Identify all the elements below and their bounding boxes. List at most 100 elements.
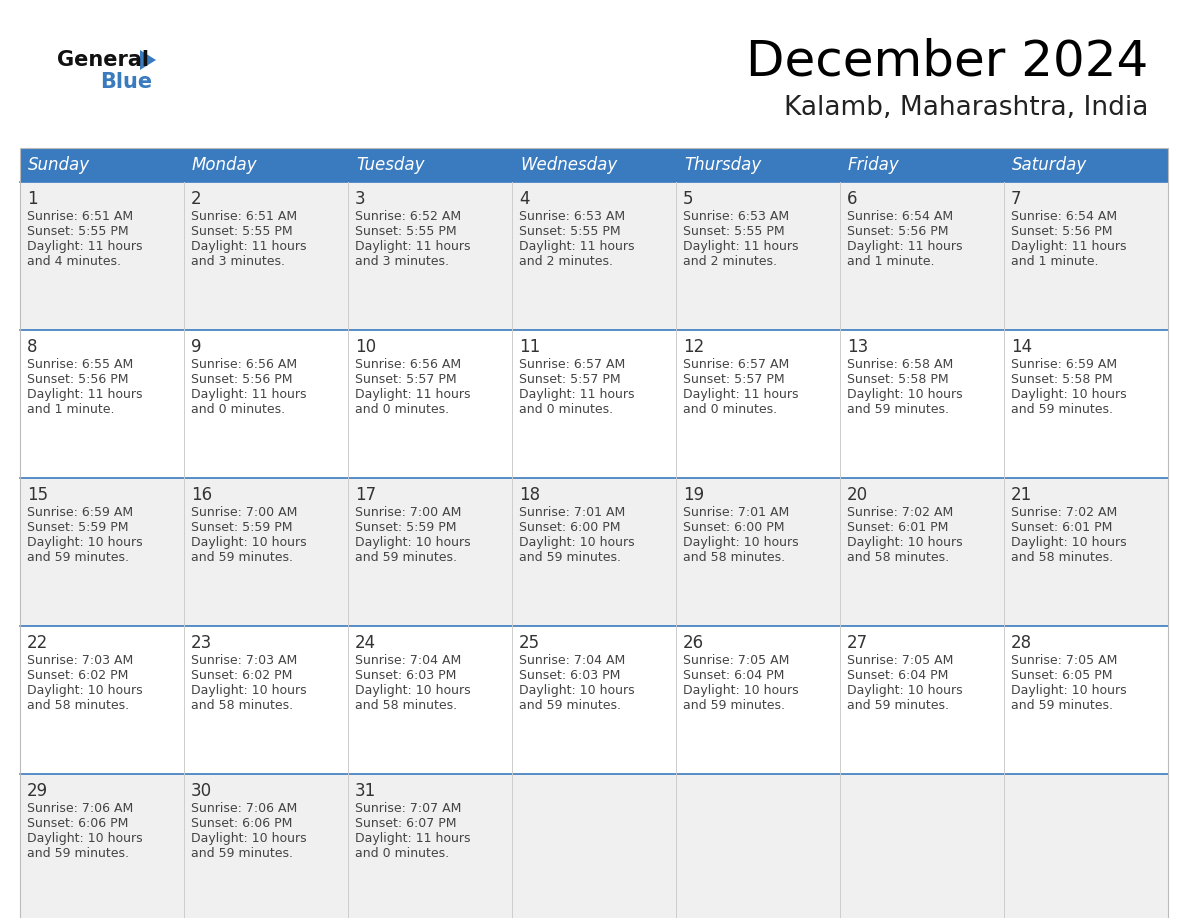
Text: Sunrise: 7:05 AM: Sunrise: 7:05 AM: [847, 654, 954, 667]
Text: Sunrise: 6:54 AM: Sunrise: 6:54 AM: [1011, 210, 1117, 223]
Text: Sunset: 5:55 PM: Sunset: 5:55 PM: [683, 225, 784, 238]
Polygon shape: [140, 50, 156, 70]
Text: Sunset: 6:00 PM: Sunset: 6:00 PM: [519, 521, 620, 534]
Text: Sunrise: 6:59 AM: Sunrise: 6:59 AM: [1011, 358, 1117, 371]
Text: Daylight: 10 hours: Daylight: 10 hours: [191, 832, 307, 845]
Text: Daylight: 11 hours: Daylight: 11 hours: [1011, 240, 1126, 253]
Text: Daylight: 11 hours: Daylight: 11 hours: [519, 240, 634, 253]
Text: and 58 minutes.: and 58 minutes.: [27, 699, 129, 712]
Text: and 59 minutes.: and 59 minutes.: [683, 699, 785, 712]
Bar: [20, 330, 1168, 478]
Text: Sunrise: 6:53 AM: Sunrise: 6:53 AM: [519, 210, 625, 223]
Text: and 59 minutes.: and 59 minutes.: [27, 847, 129, 860]
Text: 3: 3: [355, 190, 366, 208]
Text: Sunrise: 6:57 AM: Sunrise: 6:57 AM: [683, 358, 789, 371]
Text: Kalamb, Maharashtra, India: Kalamb, Maharashtra, India: [784, 95, 1148, 121]
Text: 25: 25: [519, 634, 541, 652]
Text: Sunrise: 6:55 AM: Sunrise: 6:55 AM: [27, 358, 133, 371]
Text: Sunrise: 6:56 AM: Sunrise: 6:56 AM: [355, 358, 461, 371]
Text: Sunset: 6:06 PM: Sunset: 6:06 PM: [191, 817, 292, 830]
Text: December 2024: December 2024: [746, 38, 1148, 86]
Text: Sunset: 5:58 PM: Sunset: 5:58 PM: [1011, 373, 1113, 386]
Text: 6: 6: [847, 190, 858, 208]
Text: Daylight: 11 hours: Daylight: 11 hours: [519, 388, 634, 401]
Text: and 2 minutes.: and 2 minutes.: [519, 255, 613, 268]
Text: Daylight: 10 hours: Daylight: 10 hours: [847, 536, 962, 549]
Text: Sunrise: 6:54 AM: Sunrise: 6:54 AM: [847, 210, 953, 223]
Text: Saturday: Saturday: [1012, 156, 1087, 174]
Text: Daylight: 11 hours: Daylight: 11 hours: [27, 240, 143, 253]
Text: and 1 minute.: and 1 minute.: [847, 255, 935, 268]
Text: 14: 14: [1011, 338, 1032, 356]
Text: Daylight: 11 hours: Daylight: 11 hours: [191, 240, 307, 253]
Text: and 58 minutes.: and 58 minutes.: [355, 699, 457, 712]
Text: Sunset: 6:05 PM: Sunset: 6:05 PM: [1011, 669, 1112, 682]
Text: Thursday: Thursday: [684, 156, 762, 174]
Text: Sunrise: 6:58 AM: Sunrise: 6:58 AM: [847, 358, 953, 371]
Text: and 58 minutes.: and 58 minutes.: [1011, 551, 1113, 564]
Text: and 59 minutes.: and 59 minutes.: [1011, 699, 1113, 712]
Text: Friday: Friday: [848, 156, 899, 174]
Text: and 0 minutes.: and 0 minutes.: [683, 403, 777, 416]
Text: Sunset: 5:55 PM: Sunset: 5:55 PM: [27, 225, 128, 238]
Text: Daylight: 11 hours: Daylight: 11 hours: [355, 832, 470, 845]
Text: Sunset: 5:56 PM: Sunset: 5:56 PM: [1011, 225, 1112, 238]
Text: 23: 23: [191, 634, 213, 652]
Text: and 1 minute.: and 1 minute.: [1011, 255, 1099, 268]
Text: 1: 1: [27, 190, 38, 208]
Text: Sunset: 6:07 PM: Sunset: 6:07 PM: [355, 817, 456, 830]
Text: Daylight: 11 hours: Daylight: 11 hours: [683, 388, 798, 401]
Text: Sunrise: 6:51 AM: Sunrise: 6:51 AM: [27, 210, 133, 223]
Text: Daylight: 10 hours: Daylight: 10 hours: [683, 684, 798, 697]
Text: 26: 26: [683, 634, 704, 652]
Text: Sunrise: 7:04 AM: Sunrise: 7:04 AM: [355, 654, 461, 667]
Text: and 59 minutes.: and 59 minutes.: [355, 551, 457, 564]
Text: and 59 minutes.: and 59 minutes.: [519, 551, 621, 564]
Text: 11: 11: [519, 338, 541, 356]
Text: 10: 10: [355, 338, 377, 356]
Text: Sunrise: 7:07 AM: Sunrise: 7:07 AM: [355, 802, 461, 815]
Text: Sunset: 6:04 PM: Sunset: 6:04 PM: [683, 669, 784, 682]
Text: Sunset: 6:02 PM: Sunset: 6:02 PM: [191, 669, 292, 682]
Text: Sunset: 6:04 PM: Sunset: 6:04 PM: [847, 669, 948, 682]
Text: Sunset: 5:56 PM: Sunset: 5:56 PM: [847, 225, 948, 238]
Text: 7: 7: [1011, 190, 1022, 208]
Text: Sunrise: 7:02 AM: Sunrise: 7:02 AM: [1011, 506, 1117, 519]
Text: Blue: Blue: [100, 72, 152, 92]
Text: 31: 31: [355, 782, 377, 800]
Text: Sunrise: 7:03 AM: Sunrise: 7:03 AM: [27, 654, 133, 667]
Text: Sunset: 6:01 PM: Sunset: 6:01 PM: [1011, 521, 1112, 534]
Text: and 59 minutes.: and 59 minutes.: [847, 403, 949, 416]
Text: Sunrise: 7:06 AM: Sunrise: 7:06 AM: [191, 802, 297, 815]
Text: Sunset: 5:57 PM: Sunset: 5:57 PM: [519, 373, 620, 386]
Text: Sunset: 6:06 PM: Sunset: 6:06 PM: [27, 817, 128, 830]
Text: Sunrise: 7:00 AM: Sunrise: 7:00 AM: [355, 506, 461, 519]
Text: and 0 minutes.: and 0 minutes.: [355, 403, 449, 416]
Text: Sunrise: 7:01 AM: Sunrise: 7:01 AM: [519, 506, 625, 519]
Text: 9: 9: [191, 338, 202, 356]
Text: Daylight: 11 hours: Daylight: 11 hours: [191, 388, 307, 401]
Text: and 59 minutes.: and 59 minutes.: [191, 847, 293, 860]
Text: Sunday: Sunday: [29, 156, 90, 174]
Text: and 0 minutes.: and 0 minutes.: [519, 403, 613, 416]
Text: Sunset: 5:58 PM: Sunset: 5:58 PM: [847, 373, 949, 386]
Text: and 58 minutes.: and 58 minutes.: [683, 551, 785, 564]
Text: and 1 minute.: and 1 minute.: [27, 403, 114, 416]
Text: Sunset: 6:01 PM: Sunset: 6:01 PM: [847, 521, 948, 534]
Text: 17: 17: [355, 486, 377, 504]
Bar: [20, 148, 1168, 182]
Text: 27: 27: [847, 634, 868, 652]
Text: Daylight: 10 hours: Daylight: 10 hours: [27, 832, 143, 845]
Text: Sunset: 5:56 PM: Sunset: 5:56 PM: [191, 373, 292, 386]
Text: 20: 20: [847, 486, 868, 504]
Text: Sunrise: 7:06 AM: Sunrise: 7:06 AM: [27, 802, 133, 815]
Text: Daylight: 10 hours: Daylight: 10 hours: [847, 388, 962, 401]
Text: 21: 21: [1011, 486, 1032, 504]
Text: Sunrise: 6:59 AM: Sunrise: 6:59 AM: [27, 506, 133, 519]
Text: General: General: [57, 50, 148, 70]
Text: Sunset: 5:55 PM: Sunset: 5:55 PM: [519, 225, 620, 238]
Text: and 59 minutes.: and 59 minutes.: [519, 699, 621, 712]
Text: Sunset: 5:59 PM: Sunset: 5:59 PM: [355, 521, 456, 534]
Text: and 58 minutes.: and 58 minutes.: [191, 699, 293, 712]
Text: Daylight: 10 hours: Daylight: 10 hours: [191, 684, 307, 697]
